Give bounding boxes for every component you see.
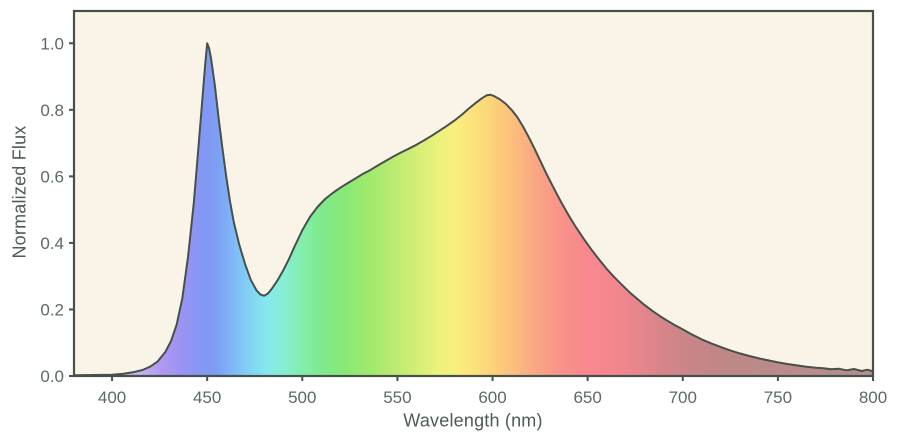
- y-tick-label: 1.0: [40, 34, 64, 53]
- x-tick-label: 800: [859, 388, 887, 407]
- y-tick-label: 0.2: [40, 300, 64, 319]
- y-tick-label: 0.8: [40, 101, 64, 120]
- x-tick-label: 500: [288, 388, 316, 407]
- x-tick-label: 450: [193, 388, 221, 407]
- x-tick-label: 400: [98, 388, 126, 407]
- y-tick-label: 0.4: [40, 234, 64, 253]
- spectrum-curve: [73, 42, 874, 377]
- plot-spines: [72, 9, 875, 378]
- y-axis-title: Normalized Flux: [9, 125, 30, 259]
- x-axis-title: Wavelength (nm): [403, 410, 543, 431]
- y-tick-label: 0.6: [40, 167, 64, 186]
- x-tick-label: 700: [669, 388, 697, 407]
- x-tick-label: 600: [478, 388, 506, 407]
- y-tick-label: 0.0: [40, 367, 64, 386]
- x-tick-label: 750: [764, 388, 792, 407]
- x-tick-label: 550: [383, 388, 411, 407]
- x-tick-label: 650: [573, 388, 601, 407]
- spectrum-area: [74, 43, 873, 377]
